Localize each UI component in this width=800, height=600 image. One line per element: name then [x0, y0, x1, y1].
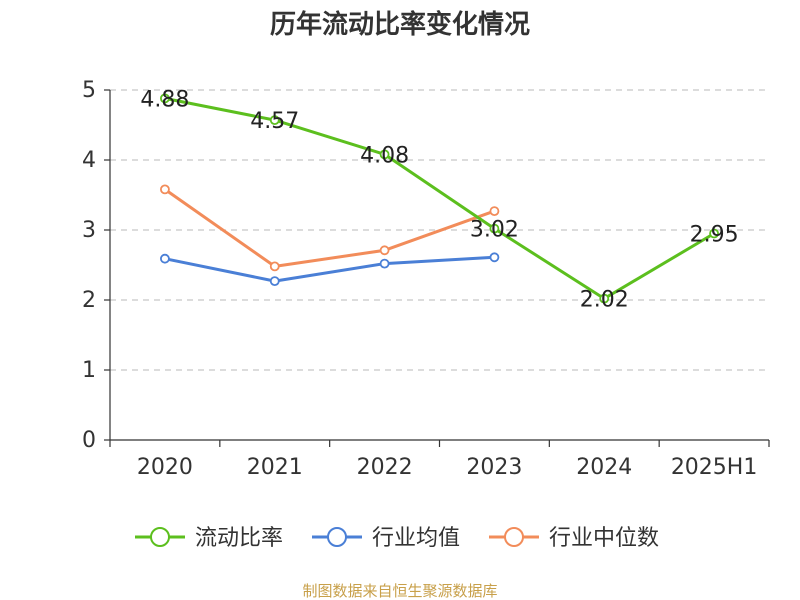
y-tick-label: 1 — [82, 358, 96, 383]
x-tick-label: 2024 — [576, 455, 632, 480]
y-tick-label: 4 — [82, 148, 96, 173]
legend-label: 流动比率 — [195, 526, 283, 551]
data-point — [160, 93, 170, 104]
data-label: 3.02 — [470, 218, 519, 243]
legend-marker — [327, 527, 347, 547]
series-line — [164, 96, 715, 301]
y-tick-label: 0 — [82, 428, 96, 453]
data-point — [599, 293, 610, 304]
legend-marker — [504, 527, 524, 547]
data-point — [269, 115, 280, 125]
legend-label: 行业中位数 — [549, 526, 659, 551]
series-line — [164, 255, 495, 283]
data-point — [489, 223, 500, 234]
y-tick-label: 2 — [82, 288, 96, 313]
legend-item[interactable]: 行业均值 — [312, 526, 460, 551]
source-note: 制图数据来自恒生聚源数据库 — [302, 582, 497, 600]
x-tick-label: 2020 — [137, 455, 193, 480]
data-point — [489, 252, 500, 263]
legend-label: 行业均值 — [372, 526, 460, 551]
data-point — [269, 276, 280, 287]
y-tick-label: 5 — [82, 78, 96, 103]
data-label: 4.08 — [360, 143, 409, 168]
x-tick-label: 2023 — [466, 455, 522, 480]
legend-item[interactable]: 行业中位数 — [489, 526, 659, 551]
x-tick-label: 2025H1 — [671, 455, 758, 480]
data-point — [269, 261, 280, 272]
data-point — [489, 206, 500, 217]
data-point — [379, 258, 390, 269]
series-layer — [160, 93, 719, 304]
data-label: 2.95 — [690, 223, 739, 248]
x-tick-label: 2021 — [247, 455, 303, 480]
data-label: 4.88 — [140, 87, 189, 112]
data-labels: 4.88 4.57 4.08 3.02 2.02 2.95 — [140, 87, 738, 312]
data-point — [379, 149, 390, 160]
data-point — [160, 184, 170, 195]
data-point — [160, 253, 170, 264]
legend-marker — [150, 527, 170, 547]
data-point — [379, 245, 390, 256]
data-label: 4.57 — [250, 109, 299, 134]
x-tick-label: 2022 — [357, 455, 413, 480]
chart-title: 历年流动比率变化情况 — [270, 9, 530, 40]
data-label: 2.02 — [580, 288, 629, 313]
series-line — [164, 188, 495, 268]
y-tick-label: 3 — [82, 218, 96, 243]
axes: 0 1 2 3 4 5 2020 2021 2022 2023 2024 2025H1 — [82, 78, 770, 480]
legend[interactable]: 流动比率 行业均值 行业中位数 — [135, 526, 659, 551]
legend-item[interactable]: 流动比率 — [135, 526, 283, 551]
data-point — [709, 228, 719, 239]
